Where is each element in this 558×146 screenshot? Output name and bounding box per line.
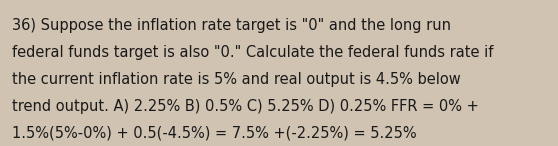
Text: the current inflation rate is 5% and real output is 4.5% below: the current inflation rate is 5% and rea… — [12, 72, 461, 87]
Text: federal funds target is also "0." Calculate the federal funds rate if: federal funds target is also "0." Calcul… — [12, 45, 494, 60]
Text: trend output. A) 2.25% B) 0.5% C) 5.25% D) 0.25% FFR = 0% +: trend output. A) 2.25% B) 0.5% C) 5.25% … — [12, 99, 479, 114]
Text: 1.5%(5%-0%) + 0.5(-4.5%) = 7.5% +(-2.25%) = 5.25%: 1.5%(5%-0%) + 0.5(-4.5%) = 7.5% +(-2.25%… — [12, 126, 417, 141]
Text: 36) Suppose the inflation rate target is "0" and the long run: 36) Suppose the inflation rate target is… — [12, 18, 451, 33]
